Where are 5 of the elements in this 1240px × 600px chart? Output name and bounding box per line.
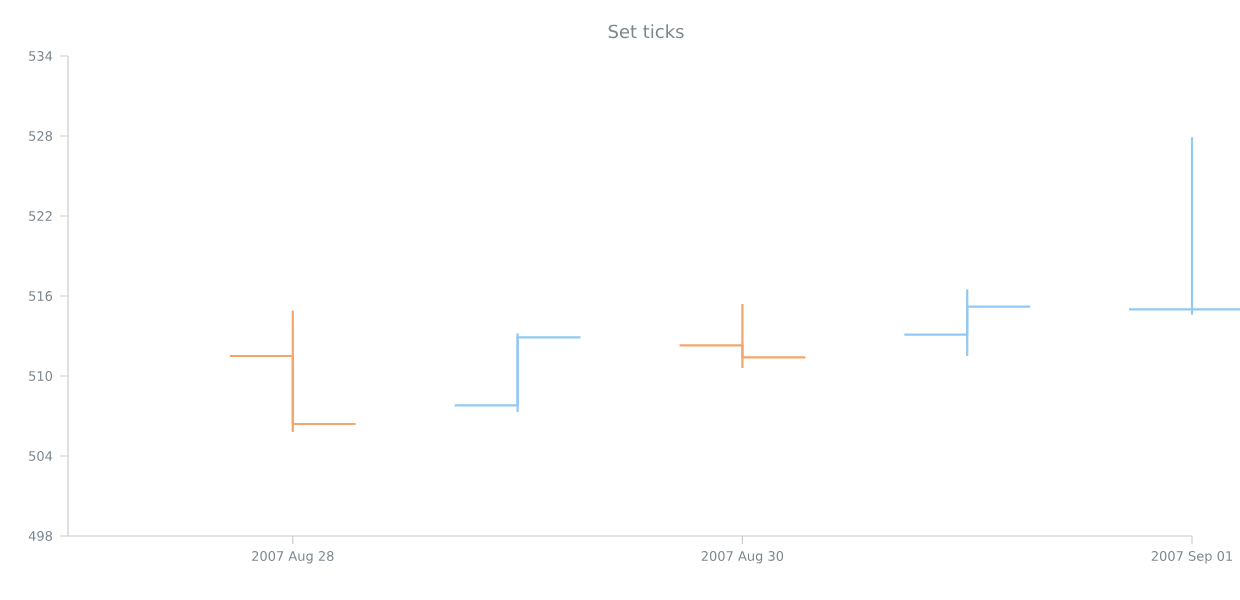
candlestick bbox=[228, 309, 357, 434]
candlestick bbox=[453, 332, 582, 414]
candlestick bbox=[903, 288, 1032, 358]
chart-title: Set ticks bbox=[608, 24, 684, 39]
candlestick bbox=[678, 302, 807, 370]
